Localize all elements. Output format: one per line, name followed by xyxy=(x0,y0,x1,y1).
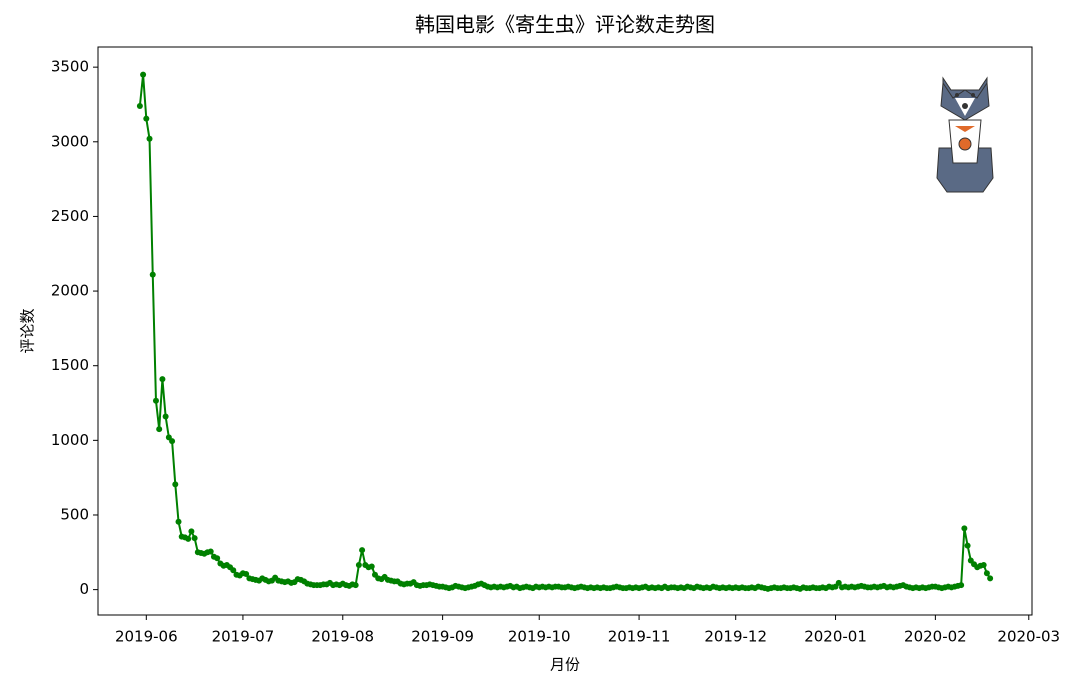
y-tick-label: 1000 xyxy=(51,431,89,449)
point xyxy=(172,481,179,488)
point xyxy=(987,575,994,582)
y-tick-label: 2500 xyxy=(51,207,89,225)
y-tick-label: 2000 xyxy=(51,282,89,300)
y-tick-label: 3500 xyxy=(51,58,89,76)
x-tick-label: 2019-07 xyxy=(212,628,275,646)
point xyxy=(207,548,214,555)
point xyxy=(352,582,359,589)
x-tick-label: 2020-03 xyxy=(997,628,1060,646)
y-tick-label: 500 xyxy=(60,505,89,523)
point xyxy=(359,547,366,554)
point xyxy=(140,71,147,78)
y-axis-label: 评论数 xyxy=(19,308,37,353)
point xyxy=(191,535,198,542)
y-tick-label: 0 xyxy=(79,580,89,598)
x-tick-label: 2020-01 xyxy=(804,628,867,646)
point xyxy=(983,570,990,577)
point xyxy=(243,570,250,577)
point xyxy=(136,102,143,109)
y-tick-label: 1500 xyxy=(51,356,89,374)
point xyxy=(964,542,971,549)
x-tick-label: 2019-06 xyxy=(115,628,178,646)
point xyxy=(230,567,237,574)
point xyxy=(143,115,150,122)
point xyxy=(188,528,195,535)
point xyxy=(152,397,159,404)
point xyxy=(149,271,156,278)
point xyxy=(159,376,166,383)
point xyxy=(980,561,987,568)
point xyxy=(175,518,182,525)
plot-frame xyxy=(97,46,1033,616)
point xyxy=(146,135,153,142)
chart-title: 韩国电影《寄生虫》评论数走势图 xyxy=(415,13,715,37)
point xyxy=(214,555,221,562)
point xyxy=(156,426,163,433)
point xyxy=(835,579,842,586)
x-tick-label: 2019-12 xyxy=(704,628,767,646)
point xyxy=(169,438,176,445)
point xyxy=(355,561,362,568)
point xyxy=(961,525,968,532)
y-tick-label: 3000 xyxy=(51,132,89,150)
x-axis-label: 月份 xyxy=(550,656,580,674)
point xyxy=(162,413,169,420)
x-tick-label: 2019-10 xyxy=(508,628,571,646)
mascot xyxy=(936,76,994,193)
x-tick-label: 2019-09 xyxy=(411,628,474,646)
point xyxy=(958,582,965,589)
point xyxy=(185,535,192,542)
x-tick-label: 2020-02 xyxy=(904,628,967,646)
x-tick-label: 2019-11 xyxy=(608,628,671,646)
point xyxy=(368,563,375,570)
x-tick-label: 2019-08 xyxy=(311,628,374,646)
